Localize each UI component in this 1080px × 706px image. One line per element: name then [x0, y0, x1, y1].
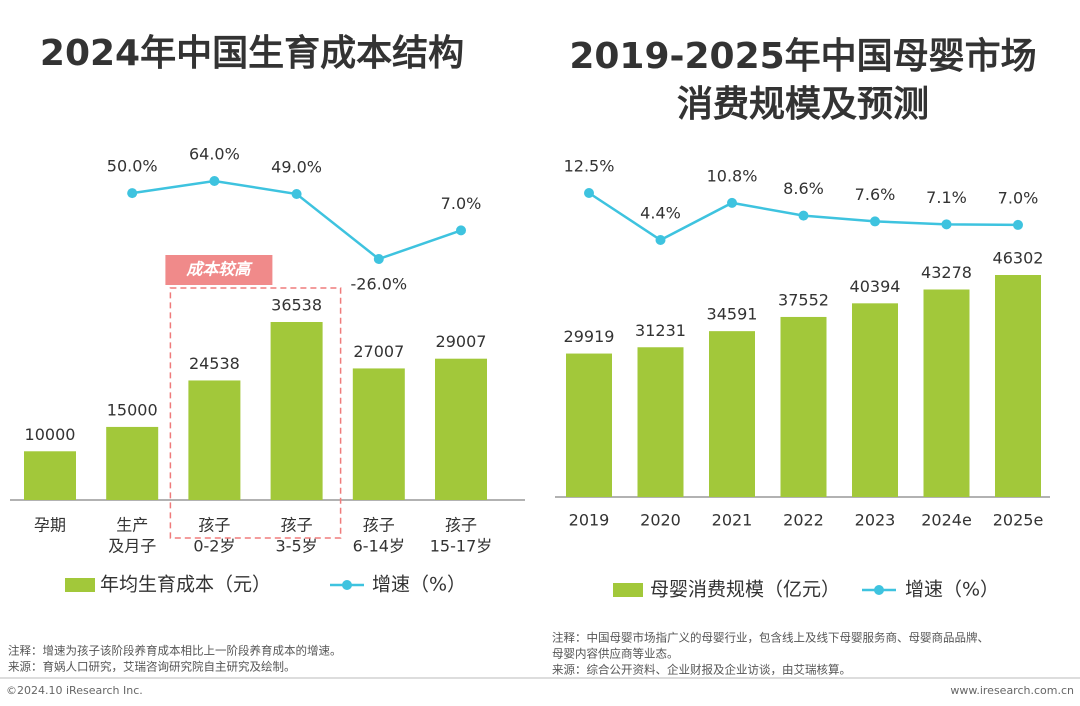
- copyright: ©2024.10 iResearch Inc.: [6, 684, 143, 697]
- x-tick-label: 2025e: [993, 511, 1044, 530]
- legend-label: 增速（%）: [905, 579, 999, 601]
- growth-point: [291, 189, 302, 199]
- bar-label: 29007: [436, 332, 487, 351]
- note: 来源：综合公开资料、企业财报及企业访谈，由艾瑞核算。: [552, 663, 851, 677]
- growth-label: 50.0%: [107, 157, 158, 176]
- chart-title: 2024年中国生育成本结构: [40, 33, 464, 74]
- x-tick-label: 0-2岁: [193, 537, 235, 556]
- bar-label: 27007: [353, 342, 404, 361]
- bar-label: 37552: [778, 290, 829, 309]
- x-tick-label: 2022: [783, 511, 824, 530]
- growth-label: 7.0%: [441, 194, 482, 213]
- bar: [923, 289, 970, 497]
- x-tick-label: 2024e: [921, 511, 972, 530]
- x-tick-label: 15-17岁: [430, 537, 493, 556]
- x-tick-label: 2020: [640, 511, 681, 530]
- growth-label: -26.0%: [350, 275, 407, 294]
- legend-label: 年均生育成本（元）: [100, 574, 271, 596]
- growth-point: [655, 235, 666, 245]
- growth-label: 8.6%: [783, 179, 824, 198]
- bar: [637, 347, 684, 497]
- growth-label: 49.0%: [271, 158, 322, 177]
- note: 来源：育娲人口研究，艾瑞咨询研究院自主研究及绘制。: [8, 660, 296, 674]
- bar: [709, 331, 755, 497]
- growth-point: [209, 176, 220, 186]
- x-tick-label: 生产: [116, 516, 148, 535]
- growth-label: 10.8%: [707, 166, 758, 185]
- bar-label: 29919: [564, 327, 615, 346]
- bar-label: 34591: [707, 305, 758, 324]
- x-tick-label: 孕期: [34, 516, 66, 535]
- x-tick-label: 3-5岁: [276, 537, 318, 556]
- bar: [780, 316, 827, 497]
- website: www.iresearch.com.cn: [950, 684, 1074, 697]
- bar-label: 43278: [921, 263, 972, 282]
- bar: [270, 322, 323, 500]
- legend-swatch: [613, 583, 643, 597]
- bar: [188, 380, 241, 500]
- bar: [435, 358, 487, 500]
- growth-point: [373, 254, 384, 264]
- x-tick-label: 2019: [569, 511, 610, 530]
- highlight-box: [169, 287, 342, 539]
- growth-point: [941, 219, 952, 230]
- growth-point: [727, 197, 737, 208]
- chart-title: 消费规模及预测: [677, 84, 929, 125]
- x-tick-label: 及月子: [108, 537, 156, 556]
- x-tick-label: 孩子: [281, 516, 313, 535]
- bar: [566, 353, 612, 497]
- growth-point: [456, 225, 466, 236]
- bar: [352, 368, 405, 500]
- bar: [852, 303, 898, 497]
- note: 母婴内容供应商等业态。: [552, 647, 679, 661]
- growth-label: 64.0%: [189, 145, 240, 164]
- bar-label: 36538: [271, 296, 322, 315]
- chart-title: 2019-2025年中国母婴市场: [569, 36, 1036, 77]
- legend-swatch: [65, 578, 95, 592]
- bar-label: 46302: [993, 249, 1044, 268]
- x-tick-label: 2023: [855, 511, 896, 530]
- growth-label: 7.1%: [926, 188, 967, 207]
- growth-point: [127, 188, 138, 199]
- x-tick-label: 孩子: [198, 516, 230, 535]
- bar: [995, 275, 1041, 497]
- x-tick-label: 2021: [712, 511, 753, 530]
- bar-label: 15000: [107, 400, 158, 419]
- x-tick-label: 孩子: [445, 516, 477, 535]
- x-tick-label: 6-14岁: [353, 537, 405, 556]
- growth-point: [798, 210, 809, 221]
- growth-point: [584, 188, 594, 198]
- note: 注释：增速为孩子该阶段养育成本相比上一阶段养育成本的增速。: [8, 644, 342, 658]
- bar-label: 31231: [635, 321, 686, 340]
- annotation: 成本较高: [185, 260, 253, 279]
- bar: [24, 451, 76, 500]
- note: 注释：中国母婴市场指广义的母婴行业，包含线上及线下母婴服务商、母婴商品品牌、: [552, 631, 989, 645]
- growth-label: 4.4%: [640, 204, 681, 223]
- growth-label: 12.5%: [564, 157, 615, 176]
- legend-dot: [874, 585, 884, 595]
- bar-label: 10000: [25, 425, 76, 444]
- growth-label: 7.0%: [998, 188, 1039, 207]
- legend-label: 增速（%）: [372, 574, 466, 596]
- legend-dot: [342, 580, 352, 590]
- growth-label: 7.6%: [855, 185, 896, 204]
- x-tick-label: 孩子: [363, 516, 395, 535]
- growth-point: [1013, 219, 1023, 230]
- annotation-bg: [165, 255, 273, 285]
- bar: [106, 426, 159, 500]
- legend-label: 母婴消费规模（亿元）: [650, 579, 840, 601]
- growth-point: [870, 216, 880, 227]
- bar-label: 40394: [850, 277, 901, 296]
- bar-label: 24538: [189, 354, 240, 373]
